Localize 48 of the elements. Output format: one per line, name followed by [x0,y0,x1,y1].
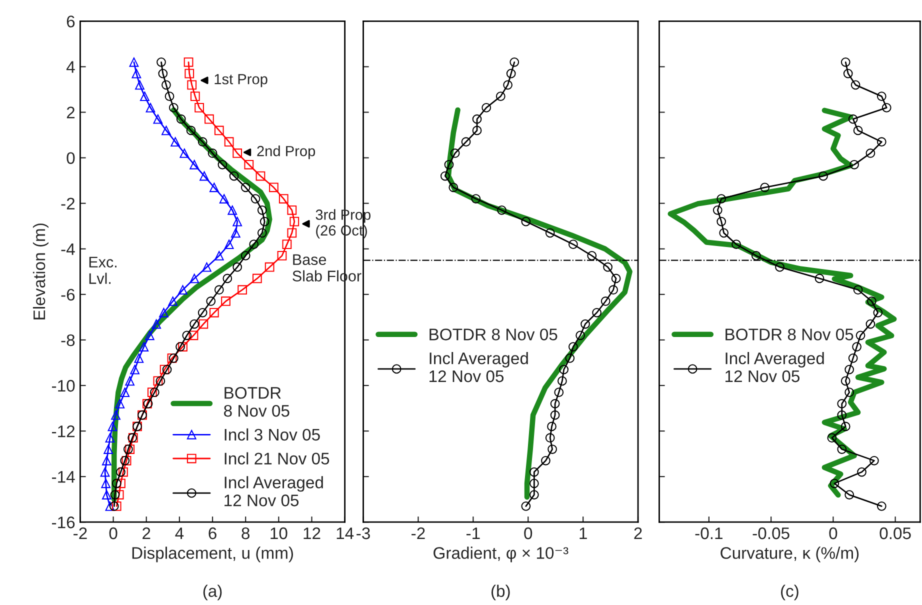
y-tick-label: -16 [52,516,75,528]
annotation: 1st Prop [214,74,268,88]
x-axis-title: Curvature, κ (%/m) [720,546,859,562]
x-tick-label: 0 [109,527,118,540]
y-tick-label: -12 [52,425,75,438]
y-tick-label: -6 [61,288,75,301]
x-tick-label: 0.05 [880,527,911,540]
x-tick-label: 4 [175,528,184,540]
x-tick-label: 10 [270,527,288,540]
legend-label: Incl 21 Nov 05 [224,452,330,465]
x-tick-label: 6 [208,527,216,540]
legend-label: Incl Averaged 12 Nov 05 [430,352,528,382]
x-tick-label: 2 [142,527,150,540]
x-tick-label: 1 [580,528,587,540]
x-tick-label: 2 [634,527,642,540]
y-tick-label: -14 [52,471,75,483]
x-tick-label: -0.05 [752,527,790,540]
y-tick-label: -4 [61,243,75,255]
legend-label: Incl 3 Nov 05 [224,428,320,441]
y-tick-label: 2 [66,106,75,118]
text: (c) [781,584,798,600]
annotation: Exc. Lvl. [89,256,116,284]
x-tick-label: 12 [304,527,320,540]
annotation: 2nd Prop [257,146,316,160]
text: (b) [491,584,510,600]
y-tick-label: -8 [61,334,75,346]
x-axis-title: Displacement, u (mm) [132,546,293,562]
legend-label: BOTDR 8 Nov 05 [224,387,290,417]
y-tick-label: 4 [66,61,75,73]
x-tick-label: 8 [242,527,250,540]
x-tick-label: 0 [524,527,532,540]
x-tick-label: 0 [829,527,838,540]
y-tick-label: -2 [61,198,75,210]
x-tick-label: -0.1 [695,527,722,540]
x-tick-label: -1 [466,528,480,540]
text: (a) [203,584,222,600]
y-axis-title: Elevation (m) [32,224,48,320]
y-tick-label: -10 [52,380,75,392]
x-axis-title: Gradient, φ × 10⁻³ [434,546,568,562]
y-tick-label: 6 [66,16,75,28]
legend-label: BOTDR 8 Nov 05 [430,328,558,340]
x-tick-label: -3 [356,527,370,540]
y-tick-label: 0 [66,152,75,164]
legend-label: BOTDR 8 Nov 05 [726,328,854,340]
legend-label: Incl Averaged 12 Nov 05 [224,476,323,506]
legend-label: Incl Averaged 12 Nov 05 [726,352,824,382]
x-tick-label: -2 [412,527,425,540]
x-tick-label: 14 [336,528,354,540]
